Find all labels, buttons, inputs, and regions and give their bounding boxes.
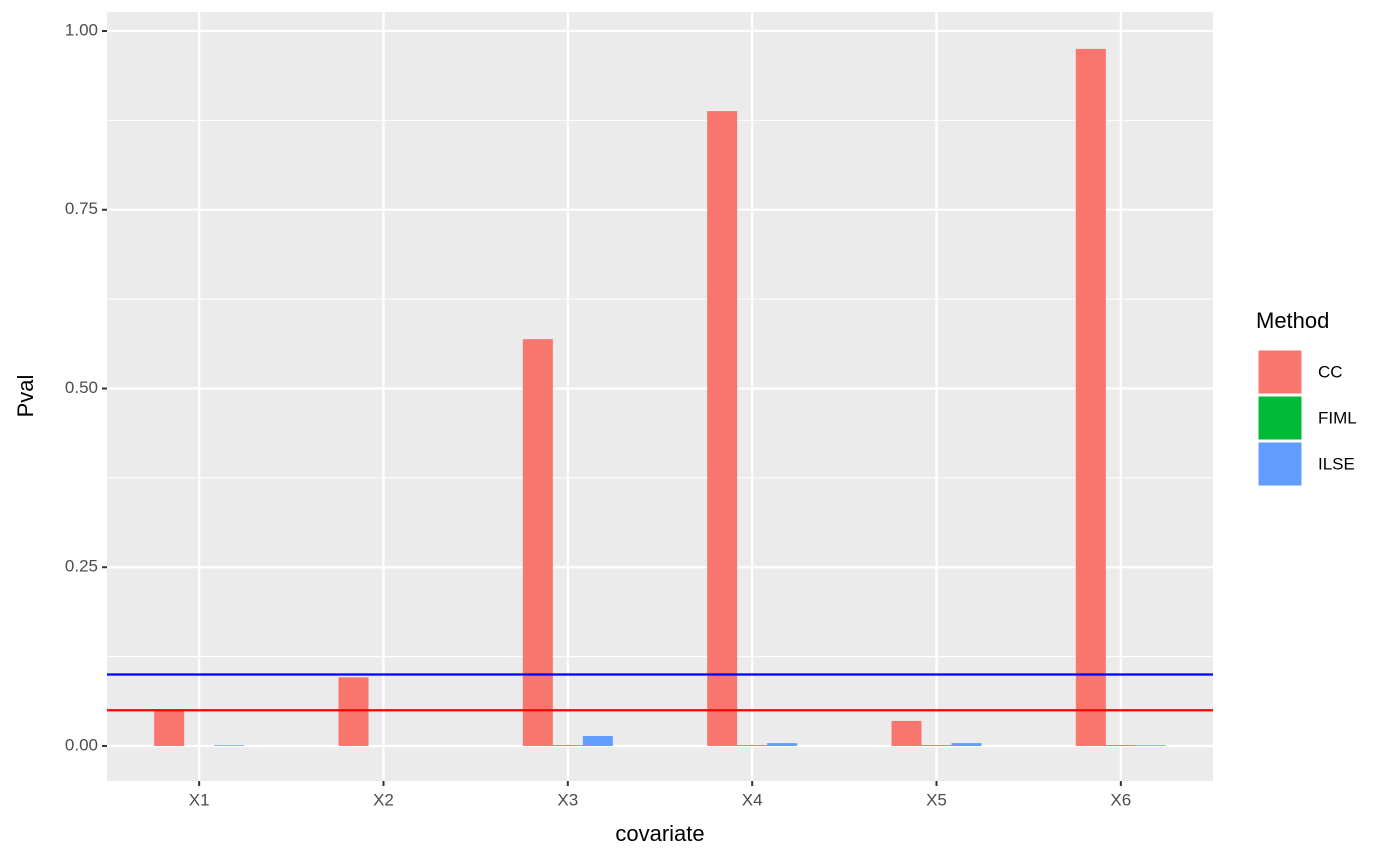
bar bbox=[552, 745, 583, 746]
bar bbox=[891, 720, 922, 746]
x-tick-label: X5 bbox=[926, 790, 947, 809]
bar bbox=[921, 745, 952, 746]
x-tick-label: X3 bbox=[557, 790, 578, 809]
bar bbox=[737, 745, 768, 746]
y-tick-label: 0.50 bbox=[65, 378, 98, 397]
legend-key bbox=[1257, 441, 1303, 487]
bar bbox=[1075, 48, 1106, 746]
legend-key bbox=[1257, 349, 1303, 395]
y-tick-label: 1.00 bbox=[65, 21, 98, 40]
bar bbox=[767, 743, 798, 746]
y-tick-label: 0.75 bbox=[65, 199, 98, 218]
y-tick-label: 0.25 bbox=[65, 557, 98, 576]
bar bbox=[1135, 745, 1166, 746]
y-axis-title: Pval bbox=[13, 375, 38, 418]
legend-label: FIML bbox=[1318, 408, 1357, 427]
bar bbox=[1105, 745, 1136, 746]
bar bbox=[522, 339, 553, 746]
x-axis-title: covariate bbox=[615, 821, 704, 846]
bar bbox=[582, 735, 613, 746]
bar bbox=[707, 111, 738, 746]
legend-key bbox=[1257, 395, 1303, 441]
bar bbox=[154, 710, 185, 746]
legend-label: ILSE bbox=[1318, 454, 1355, 473]
legend-title: Method bbox=[1256, 308, 1329, 333]
x-tick-label: X1 bbox=[189, 790, 210, 809]
legend-label: CC bbox=[1318, 362, 1343, 381]
y-tick-label: 0.00 bbox=[65, 735, 98, 754]
bar bbox=[338, 677, 369, 746]
x-tick-label: X2 bbox=[373, 790, 394, 809]
bar bbox=[214, 745, 245, 746]
x-tick-label: X4 bbox=[742, 790, 763, 809]
x-tick-label: X6 bbox=[1110, 790, 1131, 809]
bar bbox=[951, 743, 982, 746]
panel-background bbox=[107, 12, 1213, 781]
